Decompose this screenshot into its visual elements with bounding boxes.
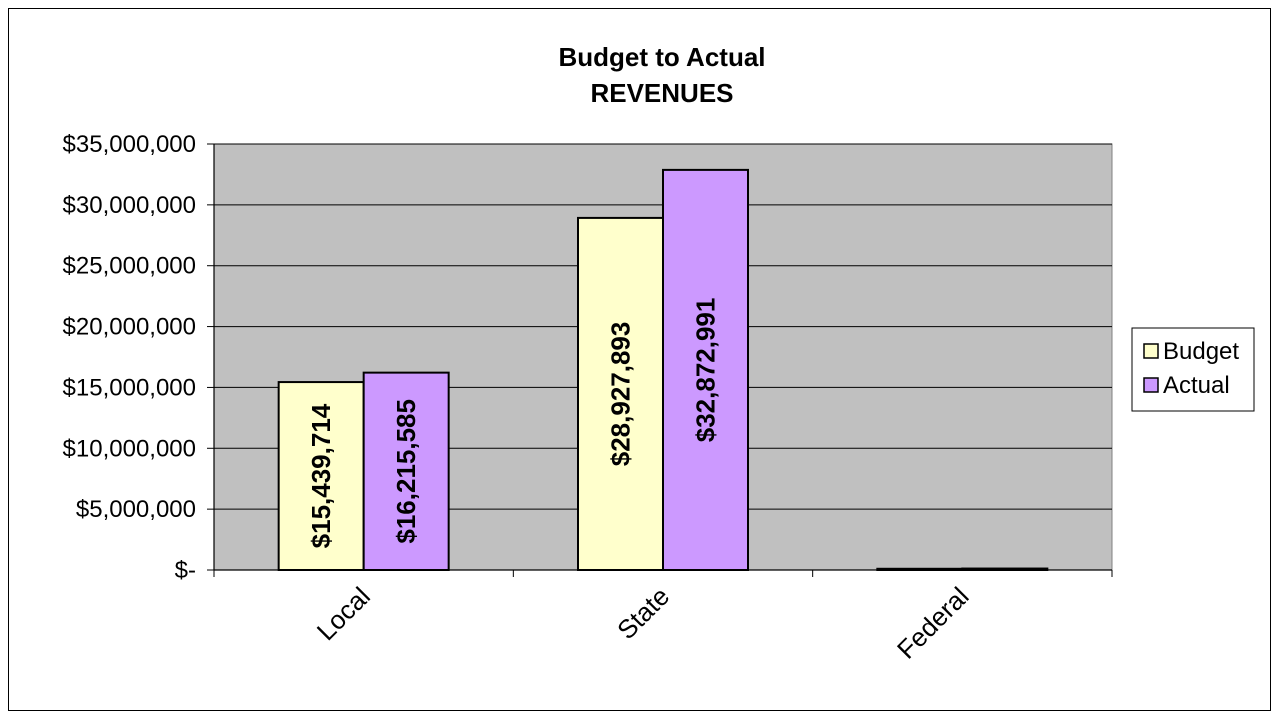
legend: Budget Actual (1131, 327, 1255, 412)
bar-budget-federal (876, 567, 964, 571)
y-tick-label-3: $15,000,000 (63, 374, 196, 401)
y-tick-label-1: $5,000,000 (76, 496, 196, 523)
y-tick-label-6: $30,000,000 (63, 192, 196, 219)
plot-area: $- $5,000,000 $10,000,000 $15,000,000 $20,00… (63, 131, 1113, 665)
y-tick-label-4: $20,000,000 (63, 314, 196, 341)
data-label-actual-state: $32,872,991 (691, 298, 721, 443)
data-label-budget-state: $28,927,893 (606, 322, 636, 467)
bar-actual-federal (961, 567, 1049, 572)
legend-swatch-actual (1143, 377, 1159, 393)
chart-title: Budget to Actual (558, 42, 765, 72)
data-label-actual-local: $16,215,585 (391, 399, 421, 544)
y-tick-label-2: $10,000,000 (63, 435, 196, 462)
y-tick-label-5: $25,000,000 (63, 253, 196, 280)
x-tick-label-local: Local (311, 581, 376, 646)
x-tick-label-federal: Federal (891, 581, 975, 665)
legend-swatch-budget (1143, 343, 1159, 359)
legend-box (1131, 327, 1255, 412)
y-tick-label-7: $35,000,000 (63, 131, 196, 158)
x-tick-label-state: State (611, 581, 675, 645)
data-label-budget-local: $15,439,714 (306, 403, 336, 548)
bar-budget-local (277, 381, 365, 571)
y-tick-label-0: $- (175, 557, 196, 584)
bar-actual-state (662, 168, 749, 571)
legend-label-budget: Budget (1163, 338, 1239, 365)
chart-subtitle: REVENUES (590, 78, 733, 108)
bar-actual-local (362, 371, 450, 572)
bar-budget-state (577, 216, 664, 571)
legend-label-actual: Actual (1163, 372, 1230, 399)
